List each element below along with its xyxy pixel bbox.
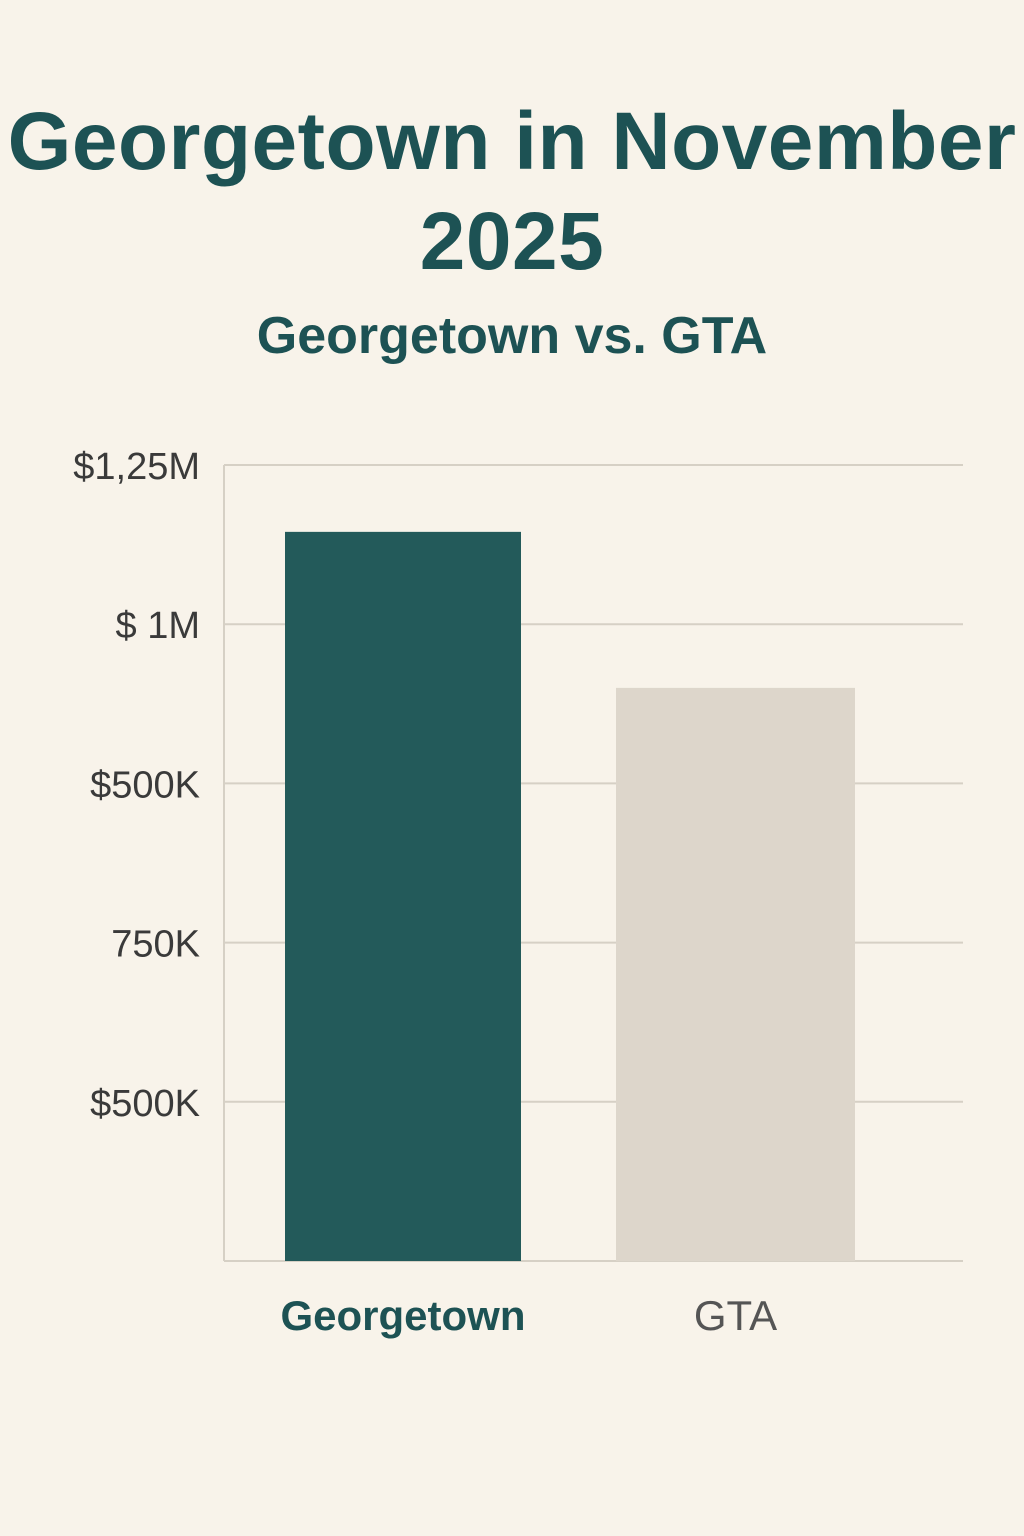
y-tick-label: $500K — [90, 764, 200, 806]
chart-subtitle: Georgetown vs. GTA — [256, 307, 768, 365]
x-category-label: GTA — [694, 1292, 777, 1339]
chart-title: Georgetown in November 2025 — [7, 96, 1017, 287]
y-tick-label: $ 1M — [116, 605, 200, 647]
y-tick-label: $500K — [90, 1083, 200, 1125]
y-tick-label: 750K — [111, 924, 200, 966]
x-category-label: Georgetown — [280, 1292, 525, 1339]
bar-gta — [616, 687, 855, 1261]
bar-georgetown — [285, 531, 521, 1261]
y-tick-label: $1,25M — [73, 446, 200, 488]
